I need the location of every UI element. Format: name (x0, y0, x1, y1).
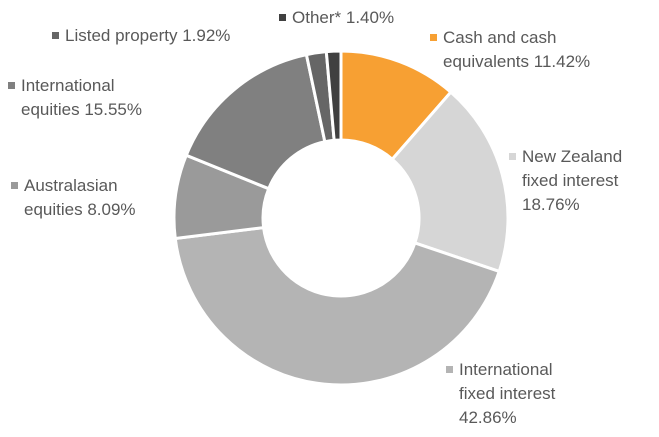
category-label: Other* (292, 8, 342, 27)
label-text: New Zealand fixed interest 18.76% (522, 145, 640, 217)
category-label: Listed property (65, 26, 178, 45)
donut-slice (390, 90, 510, 274)
legend-swatch (446, 366, 453, 373)
legend-swatch (279, 14, 286, 21)
legend-swatch (509, 153, 516, 160)
category-label: International equities (21, 76, 115, 119)
value-label: 1.92% (182, 26, 231, 45)
legend-label: Australasian equities 8.09% (11, 174, 152, 222)
category-label: Australasian equities (24, 176, 118, 219)
donut-slice (184, 52, 327, 191)
category-label: International fixed interest (459, 360, 556, 403)
legend-label: International equities 15.55% (8, 74, 159, 122)
value-label: 18.76% (522, 195, 580, 214)
label-text: Other* 1.40% (292, 6, 394, 30)
label-text: International fixed interest 42.86% (459, 358, 577, 430)
legend-label: New Zealand fixed interest 18.76% (509, 145, 640, 217)
value-label: 42.86% (459, 408, 517, 427)
category-label: New Zealand fixed interest (522, 147, 623, 190)
legend-label: Cash and cash equivalents 11.42% (430, 26, 615, 74)
donut-slice (324, 49, 343, 142)
value-label: 1.40% (345, 8, 395, 27)
legend-swatch (8, 82, 15, 89)
category-label: Cash and cash equivalents (443, 28, 557, 71)
legend-label: Other* 1.40% (279, 6, 394, 30)
legend-swatch (11, 182, 18, 189)
legend-label: International fixed interest 42.86% (446, 358, 577, 430)
label-text: International equities 15.55% (21, 74, 159, 122)
label-text: Cash and cash equivalents 11.42% (443, 26, 615, 74)
label-text: Listed property 1.92% (65, 24, 230, 48)
legend-label: Listed property 1.92% (52, 24, 230, 48)
value-label: 11.42% (533, 52, 591, 71)
legend-swatch (52, 32, 59, 39)
donut-slice (173, 225, 502, 387)
label-text: Australasian equities 8.09% (24, 174, 152, 222)
legend-swatch (430, 34, 437, 41)
value-label: 8.09% (87, 200, 136, 219)
value-label: 15.55% (84, 100, 143, 119)
